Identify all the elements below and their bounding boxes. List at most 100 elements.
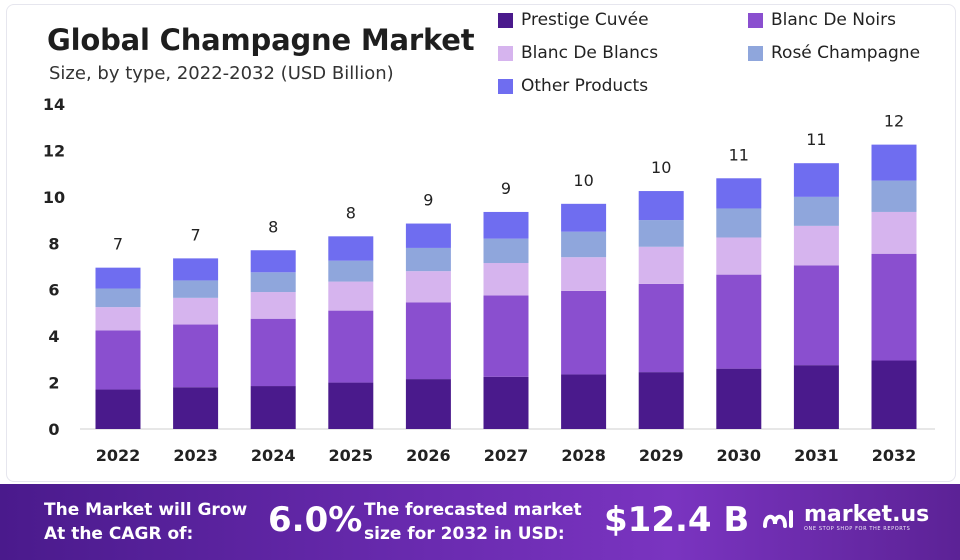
bar-segment: [561, 290, 607, 375]
x-tick-label: 2027: [484, 446, 529, 465]
bar-segment: [638, 372, 684, 429]
bar-segment: [328, 310, 374, 383]
bar-segment: [328, 382, 374, 429]
x-tick-label: 2030: [717, 446, 762, 465]
forecast-label: The forecasted market size for 2032 in U…: [364, 498, 582, 546]
y-tick-label: 10: [43, 188, 65, 207]
bar-total-label: 7: [191, 225, 201, 244]
cagr-label-line2: At the CAGR of:: [44, 524, 194, 544]
bar-segment: [638, 246, 684, 284]
bar-total-label: 7: [113, 235, 123, 254]
bar-total-label: 9: [423, 191, 433, 210]
y-tick-label: 14: [43, 95, 65, 114]
forecast-value: $12.4 B: [604, 500, 750, 540]
chart-title: Global Champagne Market: [47, 23, 475, 57]
x-tick-label: 2032: [872, 446, 917, 465]
bar-segment: [561, 231, 607, 258]
market-us-logo: market.us ONE STOP SHOP FOR THE REPORTS: [762, 504, 929, 532]
x-tick-label: 2031: [794, 446, 839, 465]
x-tick-label: 2029: [639, 446, 684, 465]
bar-segment: [483, 238, 529, 264]
legend-swatch: [748, 12, 763, 28]
bar-segment: [328, 260, 374, 282]
bar-segment: [405, 302, 451, 380]
chart-subtitle: Size, by type, 2022-2032 (USD Billion): [49, 63, 394, 84]
bar-segment: [638, 191, 684, 221]
x-tick-label: 2026: [406, 446, 451, 465]
y-tick-label: 6: [48, 281, 59, 300]
bar-segment: [483, 263, 529, 296]
legend-label: Blanc De Blancs: [521, 43, 659, 63]
forecast-label-line2: size for 2032 in USD:: [364, 524, 565, 544]
legend-label: Other Products: [521, 76, 649, 96]
bar-segment: [793, 163, 839, 197]
bar-total-label: 8: [346, 203, 356, 222]
bar-segment: [871, 211, 917, 254]
bar-segment: [716, 237, 762, 275]
bar-segment: [483, 211, 529, 239]
bar-segment: [95, 267, 141, 289]
y-tick-label: 0: [48, 420, 59, 439]
x-tick-label: 2024: [251, 446, 296, 465]
legend-item: Blanc De Blancs: [498, 43, 658, 63]
bar-segment: [173, 324, 219, 388]
legend-swatch: [748, 45, 763, 61]
bar-segment: [95, 288, 141, 308]
forecast-label-line1: The forecasted market: [364, 500, 582, 520]
bar-segment: [871, 144, 917, 181]
bar-total-label: 9: [501, 179, 511, 198]
market-us-logo-icon: [763, 510, 793, 528]
legend-swatch: [498, 45, 513, 61]
bar-total-label: 12: [884, 112, 904, 131]
bar-segment: [173, 258, 219, 281]
cagr-label: The Market will Grow At the CAGR of:: [44, 498, 247, 546]
x-tick-label: 2028: [561, 446, 606, 465]
bar-segment: [483, 376, 529, 429]
bar-segment: [405, 379, 451, 429]
bar-segment: [793, 365, 839, 429]
bar-segment: [250, 272, 296, 293]
bar-segment: [405, 223, 451, 248]
legend-item: Other Products: [498, 76, 648, 96]
bar-total-label: 8: [268, 217, 278, 236]
legend-swatch: [498, 12, 513, 28]
x-tick-label: 2022: [96, 446, 141, 465]
bar-segment: [716, 208, 762, 238]
bar-segment: [483, 295, 529, 377]
legend-label: Rosé Champagne: [771, 43, 921, 63]
bar-segment: [250, 318, 296, 387]
legend-item: Rosé Champagne: [748, 43, 920, 63]
bar-segment: [405, 271, 451, 303]
bar-segment: [173, 387, 219, 429]
bar-total-label: 10: [651, 158, 671, 177]
bar-segment: [173, 297, 219, 325]
bar-segment: [250, 386, 296, 429]
bar-segment: [250, 292, 296, 319]
cagr-value: 6.0%: [268, 500, 363, 540]
legend-label: Blanc De Noirs: [771, 10, 896, 30]
bar-segment: [405, 247, 451, 272]
brand-tagline: ONE STOP SHOP FOR THE REPORTS: [804, 526, 911, 532]
legend-label: Prestige Cuvée: [521, 10, 649, 30]
brand-name: market.us: [804, 502, 930, 527]
x-tick-label: 2025: [329, 446, 374, 465]
legend-item: Prestige Cuvée: [498, 10, 649, 30]
y-tick-label: 8: [48, 234, 59, 253]
bar-segment: [638, 220, 684, 247]
bar-segment: [793, 265, 839, 366]
bar-total-label: 10: [573, 171, 593, 190]
cagr-label-line1: The Market will Grow: [44, 500, 248, 520]
bar-segment: [716, 368, 762, 429]
legend-swatch: [498, 78, 513, 94]
y-tick-label: 2: [48, 374, 59, 393]
summary-banner: The Market will Grow At the CAGR of: 6.0…: [0, 484, 960, 560]
legend-item: Blanc De Noirs: [748, 10, 896, 30]
bar-segment: [716, 178, 762, 209]
bar-total-label: 11: [729, 145, 749, 164]
bar-segment: [561, 203, 607, 232]
stacked-bar-chart: 0 2 4 6 8 10 12 14 7 2022 7 2023 8 2024 8 2025 9 2026 9 202…: [43, 95, 935, 465]
bar-segment: [793, 225, 839, 266]
bar-segment: [871, 180, 917, 212]
y-tick-label: 12: [43, 141, 65, 160]
bar-segment: [250, 250, 296, 273]
